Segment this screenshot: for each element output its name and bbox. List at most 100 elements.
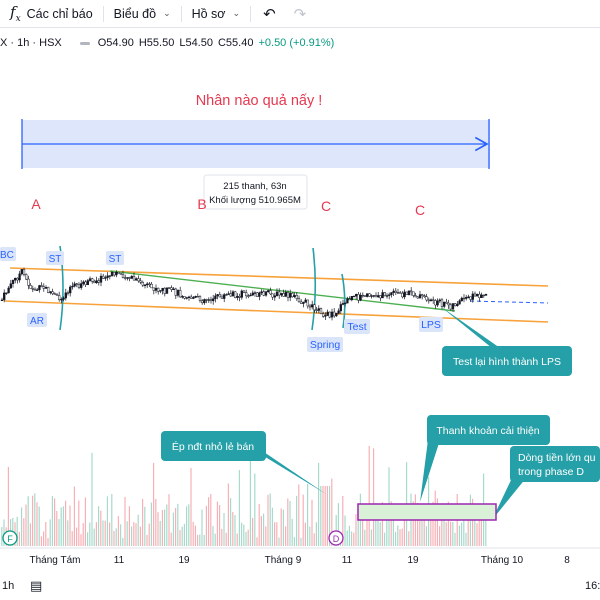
candle-body [192,297,195,299]
candlestick-series[interactable] [0,267,488,321]
marker-f[interactable] [2,530,18,546]
volume-bar [432,501,434,546]
candle-body [245,292,248,297]
candle-body [410,290,413,293]
volume-bar [38,506,40,546]
volume-bar [401,528,403,546]
interval-button[interactable]: 1h [2,580,15,592]
phase-divider-line[interactable] [311,247,317,331]
st-label: ST [49,254,62,265]
indicators-button[interactable]: fx Các chỉ báo [0,0,103,28]
volume-bar [91,452,93,546]
callout-sell-text: Ép nđt nhỏ lẻ bán [172,440,254,453]
annotation-title: Nhân nào quả nấy ! [196,93,323,109]
callout-liquidity-text: Thanh khoản cải thiện [436,425,539,437]
volume-bar [104,520,106,546]
volume-bar [113,530,115,546]
callout-sell[interactable] [161,431,266,461]
volume-bar [337,503,339,546]
volume-bar [289,500,291,546]
volume-bar [54,498,56,546]
callout-pointer [440,306,500,348]
candle-body [297,298,301,303]
volume-bar [467,516,469,546]
candle-body [293,295,296,297]
volume-bar [150,502,152,546]
undo-icon[interactable]: ↶ [263,5,276,23]
x-axis-labels: Tháng Tám 11 19 Tháng 9 11 19 Tháng 10 8 [30,555,571,566]
volume-bar [192,521,194,546]
st-label: ST [109,254,122,265]
callout-lps[interactable] [442,346,572,376]
candle-body [71,285,74,288]
calendar-icon[interactable]: ▤ [30,578,43,593]
candle-body [102,275,105,279]
volume-bar [73,486,75,546]
channel-upper-line[interactable] [9,267,549,287]
volume-bar [443,508,445,546]
symbol-label[interactable]: X · 1h · HSX [0,37,62,49]
x-tick: 11 [342,555,353,566]
chart-type-dropdown[interactable]: Biểu đồ ⌄ [104,0,181,28]
volume-bar [1,527,3,546]
volume-bar [419,511,421,546]
candle-body [445,301,448,304]
channel-lower-line[interactable] [4,300,549,323]
candle-body [154,287,158,291]
volume-bar [164,509,166,546]
candle-body [93,281,96,284]
candle-body [284,292,287,297]
spring-label: Spring [310,339,341,351]
volume-bar [285,526,287,546]
volume-bar [247,529,249,546]
candle-body [137,278,140,282]
volume-bar [373,448,375,546]
redo-icon[interactable]: ↷ [293,5,307,23]
volume-bar [111,494,113,546]
volume-bar [197,534,199,546]
candle-body [75,283,78,285]
trend-line[interactable] [109,270,456,312]
candle-body [44,287,48,289]
volume-bar [139,526,141,546]
candle-body [436,300,439,306]
candle-body [465,297,468,299]
profile-dropdown[interactable]: Hồ sơ ⌄ [182,0,250,28]
bc-label: BC [0,250,14,261]
volume-bar [177,503,179,546]
volume-bar [450,521,452,546]
candle-body [207,299,210,301]
volume-bar [172,512,174,546]
phase-divider-line[interactable] [341,273,346,329]
lps-label: LPS [421,319,441,331]
candle-body [0,299,4,301]
volume-bar [95,522,97,546]
volume-bar [221,528,223,546]
volume-bar [87,532,89,546]
candle-body [170,287,173,290]
candle-body [185,297,188,299]
candle-body [262,291,265,296]
range-tooltip [203,174,308,210]
marker-d[interactable] [328,530,344,546]
candle-body [91,278,94,282]
volume-highlight-box[interactable] [357,503,497,521]
candle-body [201,300,204,304]
candle-body [194,296,197,298]
callout-money[interactable] [510,446,600,482]
volume-bar [47,537,49,546]
volume-bar [485,506,487,546]
candle-body [113,272,116,276]
volume-bar [71,531,73,546]
volume-bar [146,534,148,546]
function-icon: fx [10,3,21,24]
candle-body [335,313,338,317]
candle-body [416,296,419,299]
volume-bar [318,462,320,546]
price-chart[interactable]: Nhân nào quả nấy ! 215 thanh, 63n Khối l… [0,0,600,575]
volume-bar [480,514,482,546]
collapse-icon[interactable] [79,41,90,45]
callout-liquidity[interactable] [427,415,550,445]
lps-label-bg [419,317,443,332]
candle-body [198,296,202,301]
